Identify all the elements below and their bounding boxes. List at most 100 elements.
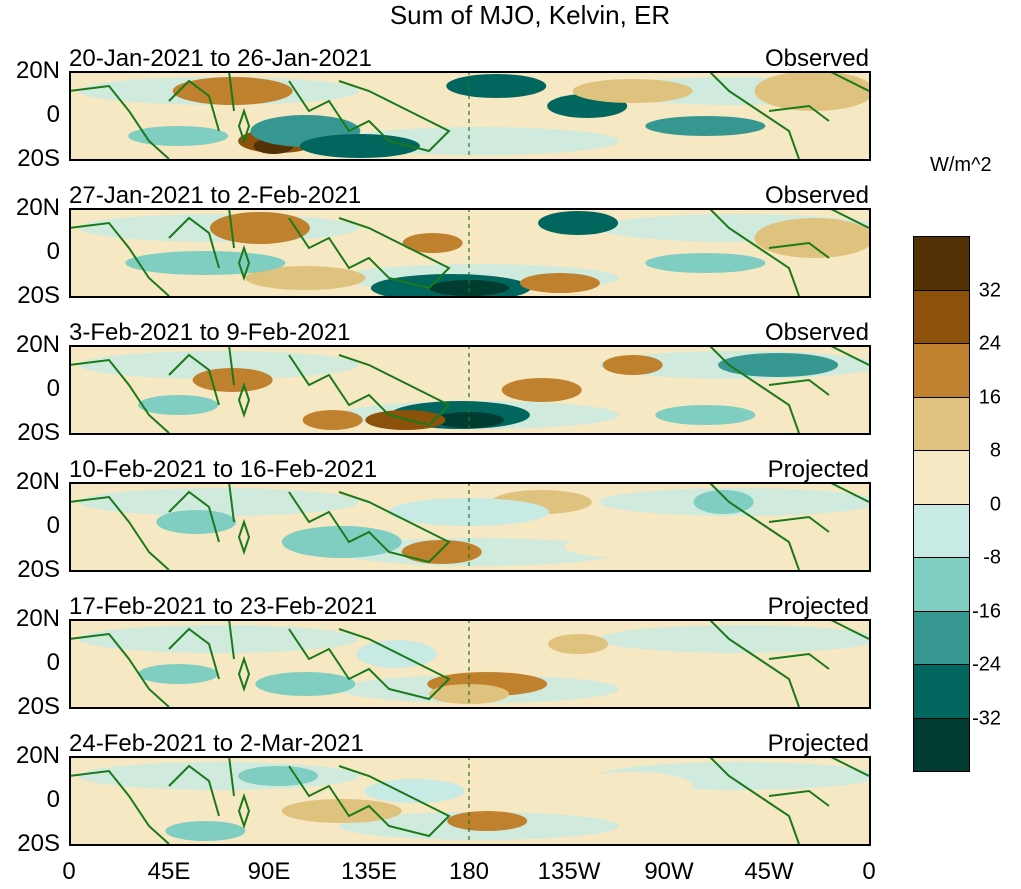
panel-status: Observed (764, 182, 869, 209)
longitude-label: 180 (448, 858, 490, 885)
field-band (79, 351, 359, 379)
field-anomaly (501, 378, 582, 402)
longitude-label: 135E (340, 858, 398, 885)
latitude-label: 20S (17, 693, 60, 720)
longitude-label: 45W (744, 858, 794, 885)
colorbar-swatch (913, 343, 970, 398)
map-panel: 20-Jan-2021 to 26-Jan-2021 Observed (69, 45, 871, 161)
field-anomaly (245, 266, 366, 290)
field-anomaly (754, 218, 869, 258)
field-anomaly (389, 498, 549, 526)
latitude-label: 20S (17, 282, 60, 309)
field-anomaly (519, 273, 600, 293)
colorbar-swatch (913, 557, 970, 612)
latitude-label: 20S (17, 830, 60, 857)
latitude-label: 20N (15, 605, 60, 632)
colorbar-swatch (913, 717, 970, 772)
latitude-label: 0 (46, 375, 60, 402)
panel-date-range: 24-Feb-2021 to 2-Mar-2021 (69, 730, 364, 757)
colorbar-tick-label: 8 (989, 439, 1001, 462)
latitude-label: 0 (46, 238, 60, 265)
field-anomaly (645, 253, 766, 273)
field-anomaly (209, 212, 310, 244)
colorbar-swatch (913, 664, 970, 719)
anomaly-field (69, 482, 869, 570)
panel-status: Observed (764, 45, 869, 72)
map-panel: 27-Jan-2021 to 2-Feb-2021 Observed (69, 182, 871, 298)
colorbar-tick-label: -24 (972, 653, 1001, 676)
field-anomaly (446, 74, 547, 98)
latitude-label: 0 (46, 786, 60, 813)
latitude-label: 20S (17, 145, 60, 172)
longitude-label: 0 (62, 858, 76, 885)
field-anomaly (693, 490, 754, 514)
colorbar-tick-label: -32 (972, 707, 1001, 729)
field-anomaly (754, 71, 869, 111)
anomaly-field (69, 208, 869, 296)
anomaly-field (69, 345, 869, 433)
longitude-label: 135W (537, 858, 601, 885)
field-anomaly (302, 410, 363, 430)
field-anomaly (572, 79, 693, 103)
colorbar-swatch (913, 610, 970, 665)
longitude-label: 0 (862, 858, 876, 885)
field-anomaly (402, 233, 463, 253)
field-band (599, 625, 869, 653)
panel-status: Projected (767, 593, 869, 620)
panel-date-range: 3-Feb-2021 to 9-Feb-2021 (69, 319, 351, 346)
field-anomaly (356, 640, 437, 668)
field-band (79, 625, 359, 653)
field-anomaly (645, 116, 766, 136)
field-anomaly (128, 126, 229, 146)
field-anomaly (548, 634, 609, 654)
panel-status: Projected (767, 456, 869, 483)
latitude-label: 20N (15, 194, 60, 221)
field-anomaly (401, 540, 482, 564)
panel-status: Observed (764, 319, 869, 346)
colorbar-tick-label: -8 (983, 546, 1001, 569)
field-anomaly (156, 510, 237, 534)
field-anomaly (447, 811, 528, 831)
map-panel: 17-Feb-2021 to 23-Feb-2021 Projected (69, 593, 871, 709)
colorbar-swatch (913, 503, 970, 558)
latitude-label: 20N (15, 331, 60, 358)
panel-date-range: 17-Feb-2021 to 23-Feb-2021 (69, 593, 378, 620)
coastline (69, 619, 869, 707)
field-anomaly (138, 664, 219, 684)
latitude-label: 20N (15, 468, 60, 495)
map-panel: 24-Feb-2021 to 2-Mar-2021 Projected (69, 730, 871, 846)
longitude-label: 90W (644, 858, 694, 885)
colorbar-units: W/m^2 (930, 154, 992, 176)
panel-date-range: 27-Jan-2021 to 2-Feb-2021 (69, 182, 362, 209)
colorbar-swatch (913, 289, 970, 344)
colorbar-swatch (913, 450, 970, 505)
map-title: Sum of MJO, Kelvin, ER (389, 0, 671, 30)
latitude-label: 0 (46, 101, 60, 128)
coastline (69, 208, 869, 296)
field-anomaly (538, 211, 619, 235)
field-anomaly (364, 779, 465, 803)
anomaly-field (69, 71, 869, 159)
field-anomaly (718, 353, 839, 377)
field-anomaly (572, 655, 693, 683)
latitude-label: 20N (15, 742, 60, 769)
colorbar-swatch (913, 396, 970, 451)
map-panel: 3-Feb-2021 to 9-Feb-2021 Observed (69, 319, 871, 435)
colorbar-tick-label: 24 (978, 332, 1001, 355)
field-anomaly (138, 395, 219, 415)
field-anomaly (238, 766, 319, 786)
colorbar-tick-label: 0 (989, 493, 1001, 515)
latitude-label: 0 (46, 649, 60, 676)
anomaly-field (69, 619, 869, 707)
field-anomaly (172, 77, 293, 105)
field-anomaly (602, 355, 663, 375)
colorbar-tick-label: -16 (972, 600, 1001, 622)
panel-date-range: 20-Jan-2021 to 26-Jan-2021 (69, 45, 372, 72)
latitude-label: 20N (15, 57, 60, 84)
coastline (69, 345, 869, 433)
longitude-label: 90E (247, 858, 291, 885)
coastline (69, 756, 869, 844)
field-band (79, 488, 359, 516)
latitude-label: 20S (17, 556, 60, 583)
colorbar (913, 236, 970, 772)
